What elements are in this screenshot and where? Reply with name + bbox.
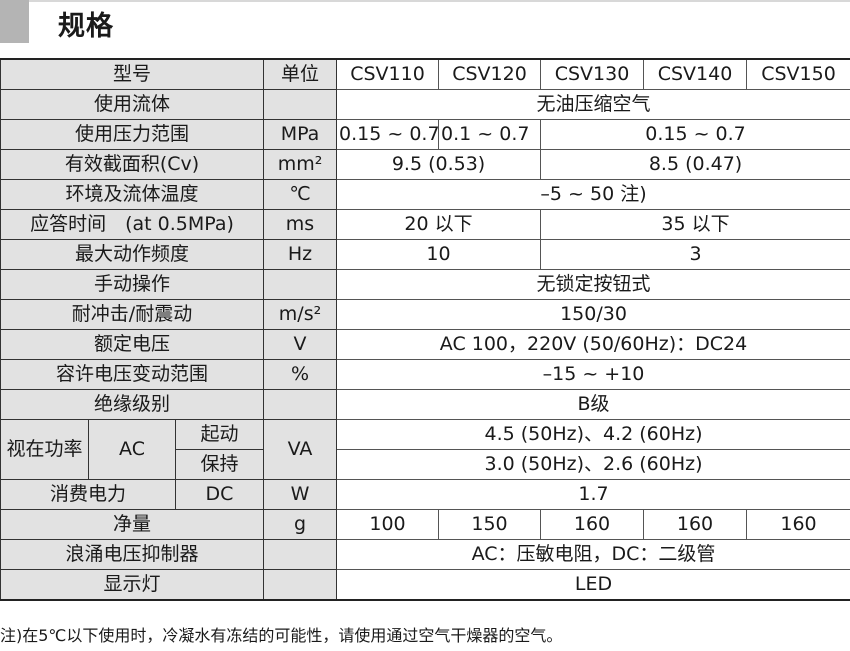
- table-row: 最大动作频度 Hz 10 3: [0, 239, 850, 270]
- model-csv130: CSV130: [540, 58, 645, 90]
- row-unit: ℃: [263, 179, 338, 210]
- row-unit: mm²: [263, 149, 338, 180]
- model-label: 型号: [0, 58, 265, 90]
- model-csv150: CSV150: [746, 58, 850, 90]
- row-value: 0.1 ~ 0.7: [438, 119, 542, 150]
- row-label: 额定电压: [0, 329, 265, 360]
- row-label: 净量: [0, 509, 265, 540]
- table-row: 手动操作 无锁定按钮式: [0, 269, 850, 300]
- row-value: 20 以下: [336, 209, 542, 240]
- table-row: 浪涌电压抑制器 AC：压敏电阻，DC：二级管: [0, 539, 850, 570]
- row-value: B级: [336, 389, 850, 420]
- row-value: 150/30: [336, 299, 850, 330]
- row-unit: %: [263, 359, 338, 390]
- row-value: 1.7: [336, 479, 850, 510]
- row-label: 使用压力范围: [0, 119, 265, 150]
- table-row: 保持 3.0 (50Hz)、2.6 (60Hz): [1, 449, 850, 480]
- row-value: AC 100，220V (50/60Hz)：DC24: [336, 329, 850, 360]
- row-unit: [263, 569, 338, 601]
- row-value: 3.0 (50Hz)、2.6 (60Hz): [336, 449, 850, 480]
- row-value: 160: [643, 509, 748, 540]
- row-value: 35 以下: [540, 209, 850, 240]
- row-sublabel: AC: [88, 419, 176, 480]
- row-value: AC：压敏电阻，DC：二级管: [336, 539, 850, 570]
- row-value: 160: [540, 509, 645, 540]
- table-row: 使用压力范围 MPa 0.15 ~ 0.7 0.1 ~ 0.7 0.15 ~ 0…: [0, 119, 850, 150]
- row-label: 环境及流体温度: [0, 179, 265, 210]
- spec-table: 型号 单位 CSV110 CSV120 CSV130 CSV140 CSV150…: [0, 58, 850, 601]
- row-unit: [263, 89, 338, 120]
- row-label: 耐冲击/耐震动: [0, 299, 265, 330]
- row-label: 最大动作频度: [0, 239, 265, 270]
- row-label: 手动操作: [0, 269, 265, 300]
- table-row-header: 型号 单位 CSV110 CSV120 CSV130 CSV140 CSV150: [0, 58, 850, 90]
- top-rule: [0, 0, 850, 2]
- table-row: 绝缘级别 B级: [0, 389, 850, 420]
- row-value: 3: [540, 239, 850, 270]
- row-unit: W: [263, 479, 338, 510]
- row-sublabel: DC: [174, 479, 265, 510]
- row-sublabel-hold: 保持: [174, 449, 265, 480]
- model-csv140: CSV140: [643, 58, 748, 90]
- row-label: 容许电压变动范围: [0, 359, 265, 390]
- table-row: 容许电压变动范围 % –15 ~ +10: [0, 359, 850, 390]
- unit-label: 单位: [263, 58, 338, 90]
- row-unit: m/s²: [263, 299, 338, 330]
- table-row: 耐冲击/耐震动 m/s² 150/30: [0, 299, 850, 330]
- row-unit: V: [263, 329, 338, 360]
- footnote: 注)在5℃以下使用时，冷凝水有冻结的可能性，请使用通过空气干燥器的空气。: [0, 626, 563, 645]
- section-title: 规格: [58, 11, 114, 42]
- row-value: 150: [438, 509, 542, 540]
- row-label: 显示灯: [0, 569, 265, 601]
- row-unit: [263, 269, 338, 300]
- row-label: 视在功率: [0, 419, 89, 480]
- row-value: 9.5 (0.53): [336, 149, 542, 180]
- row-value: 100: [336, 509, 440, 540]
- row-value: 0.15 ~ 0.7: [540, 119, 850, 150]
- row-value: 4.5 (50Hz)、4.2 (60Hz): [336, 419, 850, 450]
- row-unit: [263, 539, 338, 570]
- row-value: LED: [336, 569, 850, 601]
- row-unit: Hz: [263, 239, 338, 270]
- row-label: 绝缘级别: [0, 389, 265, 420]
- table-row: 额定电压 V AC 100，220V (50/60Hz)：DC24: [0, 329, 850, 360]
- model-csv120: CSV120: [438, 58, 542, 90]
- row-unit: [263, 389, 338, 420]
- row-unit: ms: [263, 209, 338, 240]
- table-row: 环境及流体温度 ℃ –5 ~ 50 注): [0, 179, 850, 210]
- row-label: 浪涌电压抑制器: [0, 539, 265, 570]
- model-csv110: CSV110: [336, 58, 440, 90]
- row-label: 应答时间 (at 0.5MPa): [0, 209, 265, 240]
- section-marker: [0, 0, 29, 43]
- row-value: –15 ~ +10: [336, 359, 850, 390]
- row-value: –5 ~ 50 注): [336, 179, 850, 210]
- row-label: 有效截面积(Cv): [0, 149, 265, 180]
- row-label: 消费电力: [0, 479, 176, 510]
- table-row: 显示灯 LED: [0, 569, 850, 601]
- row-unit: MPa: [263, 119, 338, 150]
- table-row: 视在功率 AC 起动 VA 4.5 (50Hz)、4.2 (60Hz): [0, 419, 850, 480]
- row-value: 10: [336, 239, 542, 270]
- row-value: 0.15 ~ 0.7: [336, 119, 440, 150]
- row-value: 无锁定按钮式: [336, 269, 850, 300]
- row-unit: VA: [263, 419, 338, 480]
- row-label: 使用流体: [0, 89, 265, 120]
- row-value: 160: [746, 509, 850, 540]
- row-value: 无油压缩空气: [336, 89, 850, 120]
- row-value: 8.5 (0.47): [540, 149, 850, 180]
- table-row: 应答时间 (at 0.5MPa) ms 20 以下 35 以下: [0, 209, 850, 240]
- row-unit: g: [263, 509, 338, 540]
- table-row: 有效截面积(Cv) mm² 9.5 (0.53) 8.5 (0.47): [0, 149, 850, 180]
- table-row: 净量 g 100 150 160 160 160: [0, 509, 850, 540]
- row-sublabel-start: 起动: [174, 419, 265, 450]
- table-row: 使用流体 无油压缩空气: [0, 89, 850, 120]
- table-row: 消费电力 DC W 1.7: [0, 479, 850, 510]
